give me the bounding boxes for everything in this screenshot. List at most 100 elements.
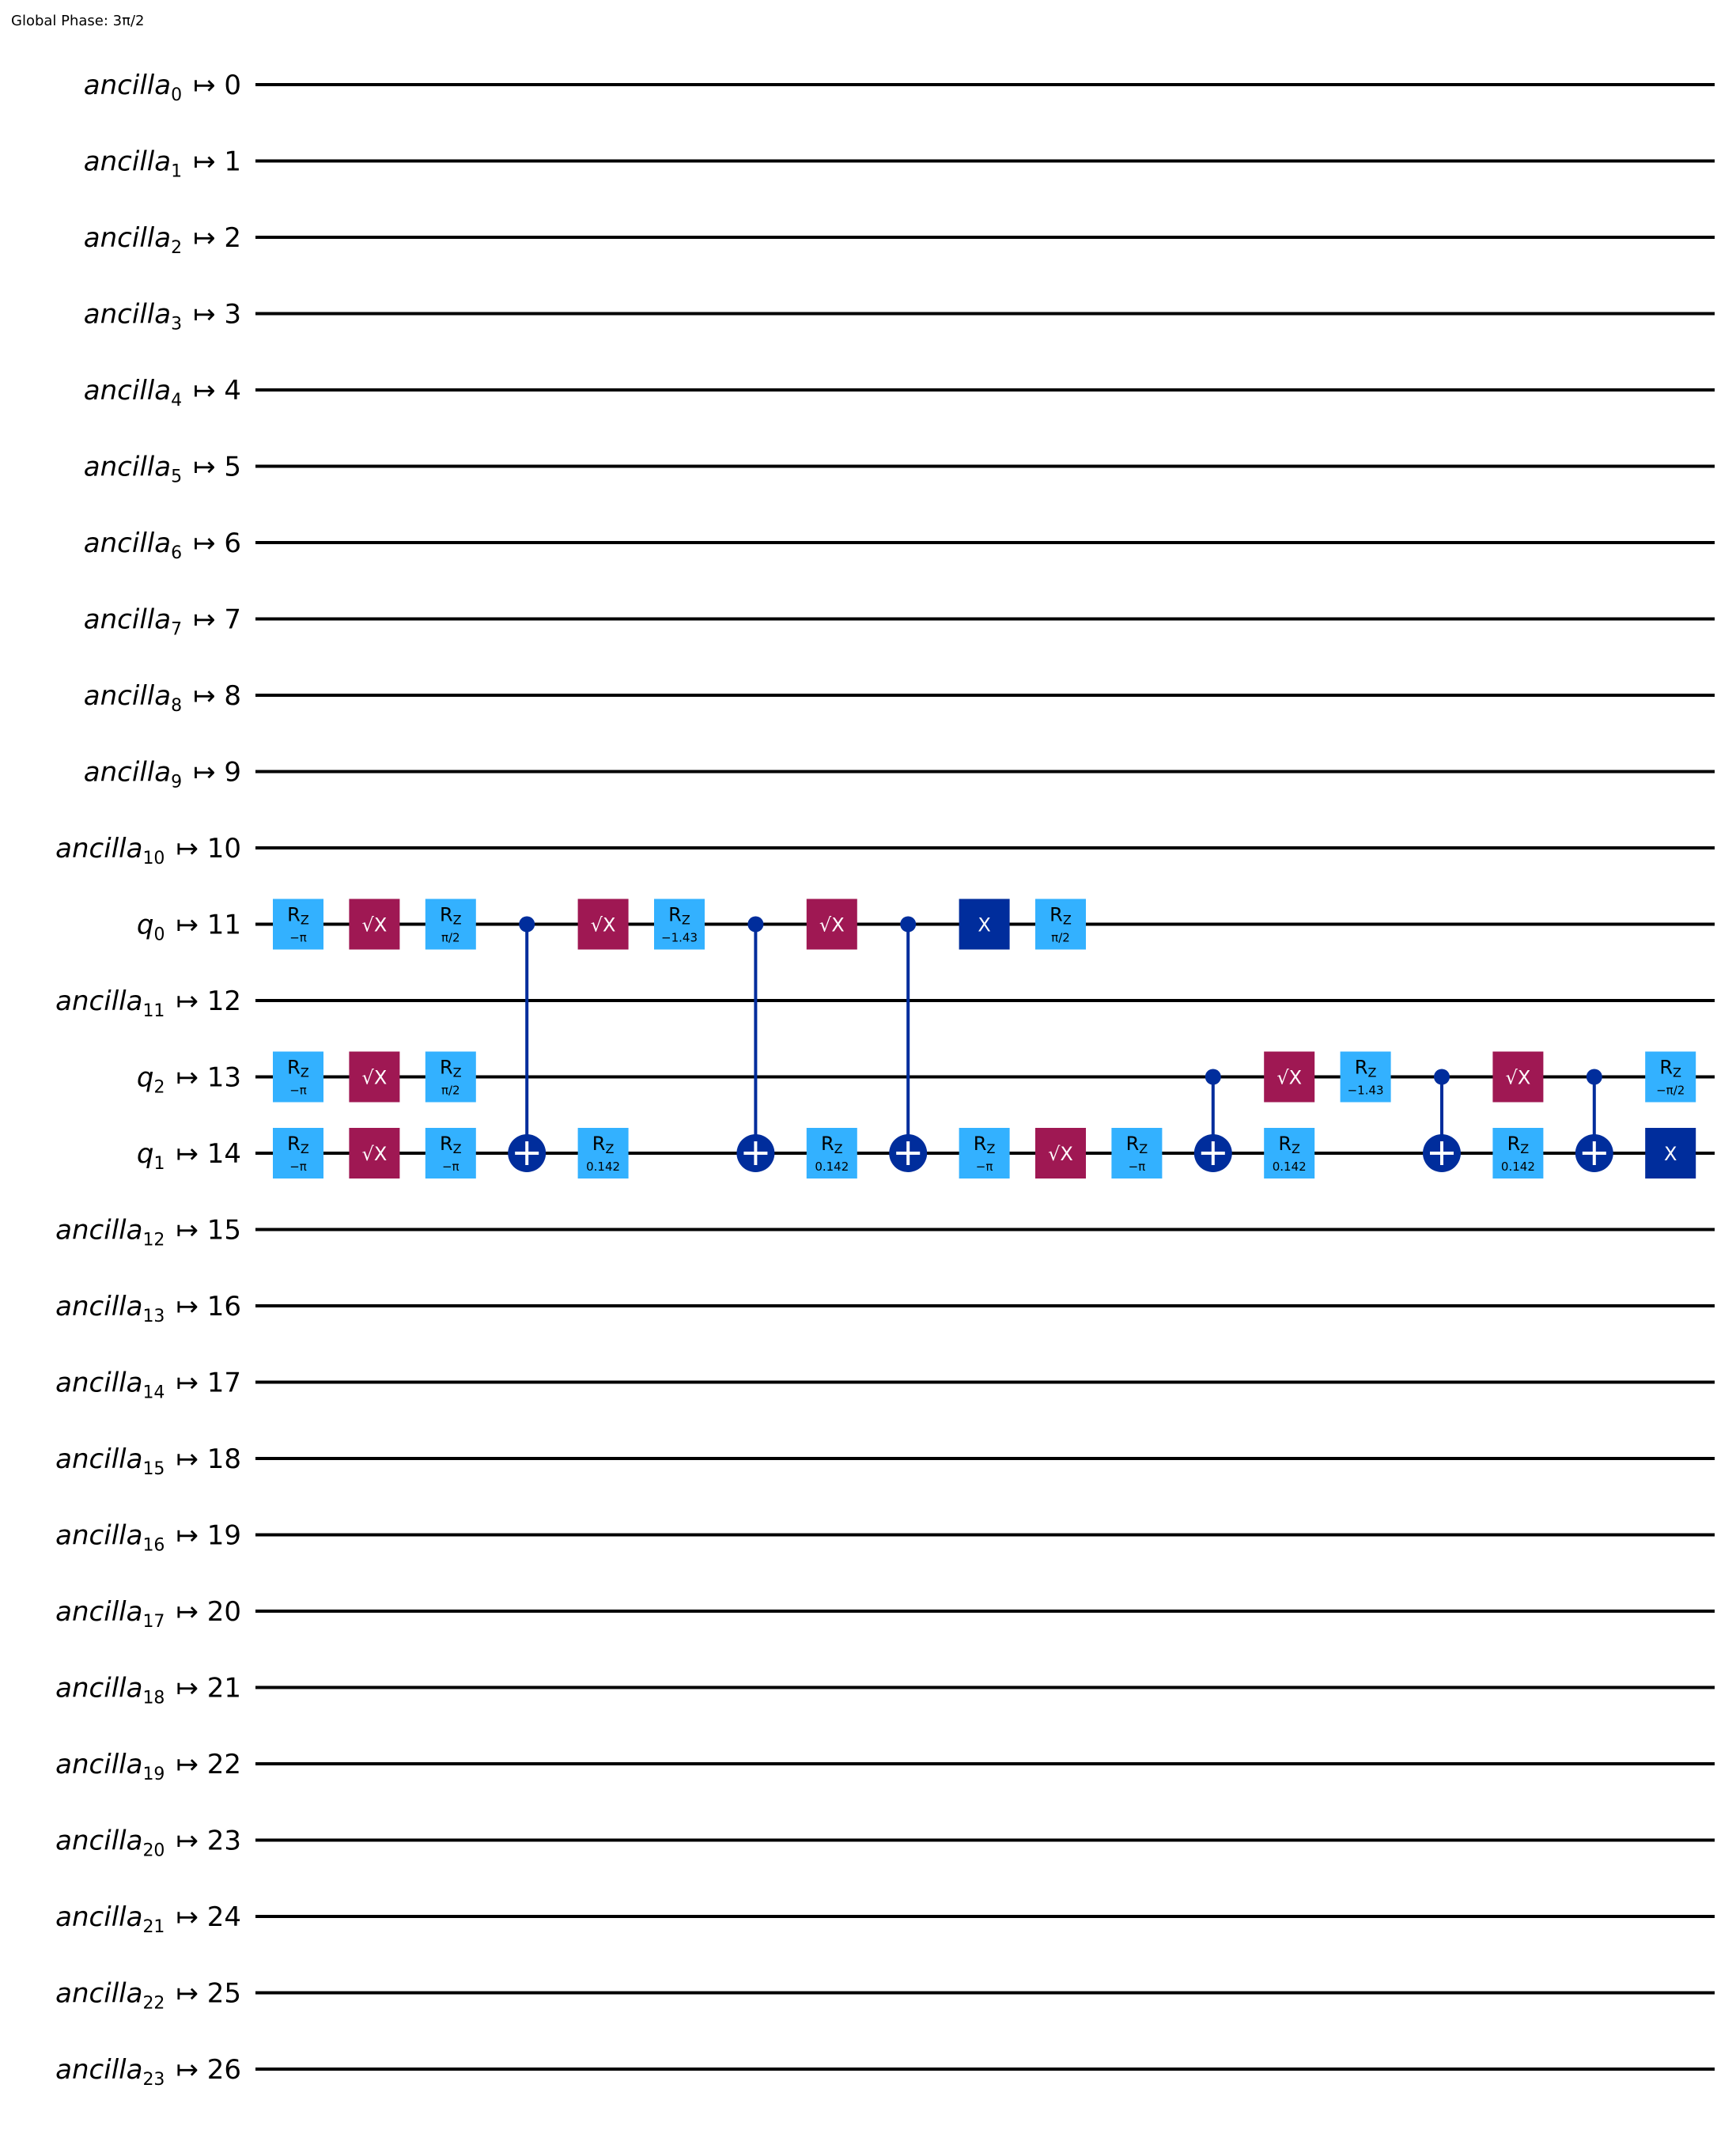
wire-label-subscript: 17 — [142, 1612, 165, 1632]
rz-gate-label-main: R — [592, 1133, 606, 1155]
wire-label: ancilla8 ↦ 8 — [84, 680, 241, 716]
cnot-control-dot — [747, 916, 764, 933]
rz-gate-box — [425, 1051, 476, 1103]
cnot-control-dot — [519, 916, 535, 933]
wire-label-mapping: ↦ 17 — [176, 1368, 241, 1399]
wire-label-mapping: ↦ 12 — [176, 986, 241, 1017]
wire-label-name: ancilla — [84, 375, 171, 407]
wire-label-subscript: 5 — [171, 467, 182, 487]
wire-label: ancilla13 ↦ 16 — [55, 1291, 241, 1326]
x-gate-box — [1645, 1128, 1696, 1178]
wire-label: ancilla17 ↦ 20 — [55, 1596, 241, 1632]
wire-label-name: ancilla — [84, 757, 171, 789]
rz-gate: RZ −π — [273, 899, 323, 950]
rz-gate-box — [1340, 1051, 1391, 1103]
sx-gate-box — [577, 899, 629, 950]
sx-gate-label: √X — [819, 914, 845, 936]
rz-gate-label: RZ — [287, 1057, 309, 1080]
rz-gate-param: −1.43 — [1348, 1084, 1384, 1098]
rz-gate-param: −π — [289, 1084, 307, 1098]
wire-label: ancilla22 ↦ 25 — [55, 1978, 241, 2014]
rz-gate-param: −π — [976, 1160, 993, 1174]
wire-label-name: ancilla — [55, 1215, 142, 1247]
sx-gate: √X — [806, 899, 857, 950]
wire-label: ancilla11 ↦ 12 — [55, 986, 241, 1021]
sx-gate-label: √X — [1506, 1067, 1531, 1089]
wire-label: ancilla2 ↦ 2 — [84, 222, 241, 258]
wire-label: ancilla7 ↦ 7 — [84, 604, 241, 640]
rz-gate-label-sub: Z — [1292, 1141, 1300, 1156]
wire-label-subscript: 1 — [171, 162, 182, 182]
rz-gate-label-sub: Z — [834, 1141, 843, 1156]
wire-label-name: ancilla — [55, 986, 142, 1017]
cnot-gate — [1575, 1069, 1613, 1172]
rz-gate: RZ −π/2 — [1645, 1051, 1696, 1103]
wire-label-mapping: ↦ 21 — [176, 1673, 241, 1704]
wire-label-name: ancilla — [55, 1749, 142, 1780]
wire-label: ancilla12 ↦ 15 — [55, 1215, 241, 1250]
wire-label-subscript: 7 — [171, 620, 182, 640]
rz-gate-box — [1264, 1128, 1315, 1178]
rz-gate-label-sub: Z — [301, 1065, 309, 1080]
wire-label-subscript: 11 — [142, 1001, 165, 1021]
rz-gate-label-sub: Z — [1367, 1065, 1376, 1080]
wire-label-mapping: ↦ 4 — [193, 375, 241, 407]
rz-gate-label: RZ — [974, 1133, 996, 1156]
wire-label-mapping: ↦ 25 — [176, 1978, 241, 2010]
rz-gate-param: π/2 — [1051, 931, 1070, 945]
rz-gate-param: −π — [289, 1160, 307, 1174]
wire-label-name: ancilla — [84, 70, 171, 101]
wire-label-name: ancilla — [55, 1291, 142, 1322]
wire-label: ancilla0 ↦ 0 — [84, 70, 241, 105]
rz-gate-label-sub: Z — [986, 1141, 995, 1156]
wire-label-name: ancilla — [55, 833, 142, 864]
sx-gate: √X — [349, 1128, 400, 1178]
wire-label-subscript: 0 — [153, 925, 165, 945]
rz-gate-label: RZ — [440, 904, 462, 928]
rz-gate-label-sub: Z — [1139, 1141, 1148, 1156]
wire-label: ancilla20 ↦ 23 — [55, 1825, 241, 1861]
rz-gate-box — [1492, 1128, 1544, 1178]
rz-gate-label-main: R — [1355, 1057, 1368, 1079]
wire-label-mapping: ↦ 2 — [193, 222, 241, 254]
rz-gate-label-sub: Z — [605, 1141, 614, 1156]
rz-gate-box — [273, 1128, 323, 1178]
wire-label-subscript: 3 — [171, 315, 182, 335]
wire-label-mapping: ↦ 5 — [193, 452, 241, 483]
wire-label-name: ancilla — [84, 299, 171, 331]
rz-gate-param: π/2 — [441, 931, 460, 945]
rz-gate-param: −π/2 — [1656, 1084, 1685, 1098]
rz-gate-label-sub: Z — [1520, 1141, 1529, 1156]
rz-gate: RZ −1.43 — [1340, 1051, 1391, 1103]
rz-gate: RZ −1.43 — [654, 899, 705, 950]
wire-label-subscript: 13 — [142, 1307, 165, 1326]
rz-gate-box — [1645, 1051, 1696, 1103]
rz-gate-label-sub: Z — [301, 913, 309, 928]
sx-gate-label: √X — [1276, 1067, 1302, 1089]
rz-gate-label-main: R — [1507, 1133, 1521, 1155]
wire-label-name: ancilla — [55, 1673, 142, 1704]
wire-label: ancilla5 ↦ 5 — [84, 452, 241, 487]
rz-gate-label: RZ — [1355, 1057, 1377, 1080]
rz-gate-box — [654, 899, 705, 950]
rz-gate-label-main: R — [668, 904, 682, 926]
wire-label-subscript: 15 — [142, 1459, 165, 1479]
wire-label-subscript: 0 — [171, 85, 182, 105]
sx-gate-box — [349, 899, 400, 950]
rz-gate-label-main: R — [821, 1133, 834, 1155]
wire-label-mapping: ↦ 0 — [193, 70, 241, 101]
wire-label-subscript: 22 — [142, 1994, 165, 2014]
rz-gate: RZ −π — [273, 1128, 323, 1178]
wire-label-mapping: ↦ 18 — [176, 1443, 241, 1475]
rz-gate-label-sub: Z — [682, 913, 690, 928]
wire-label: ancilla1 ↦ 1 — [84, 146, 241, 182]
gates-layer: RZ−πRZ−πRZ−π√X√X√XRZπ/2RZπ/2RZ−π√XRZ0.14… — [273, 899, 1696, 1178]
wire-label-name: ancilla — [55, 1368, 142, 1399]
wire-label: q0 ↦ 11 — [137, 910, 241, 945]
wire-label-name: q — [137, 910, 154, 941]
sx-gate: √X — [1264, 1051, 1315, 1103]
wire-label-name: q — [137, 1138, 154, 1170]
rz-gate-label-sub: Z — [453, 1065, 462, 1080]
